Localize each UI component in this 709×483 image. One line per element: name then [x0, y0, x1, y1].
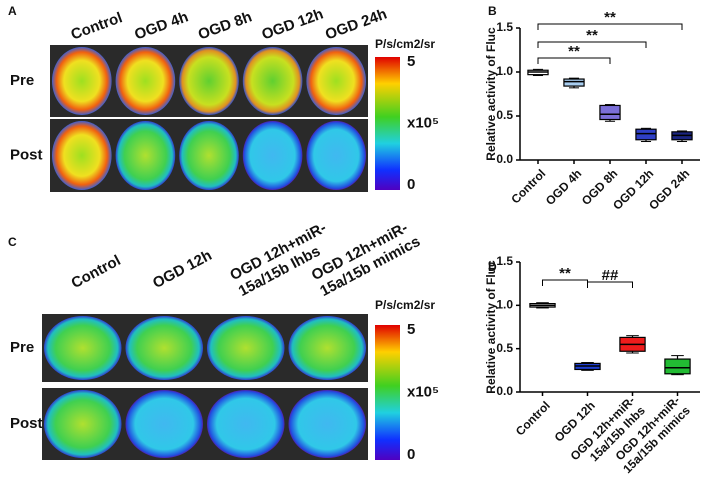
significance-bracket: [537, 41, 647, 48]
colorbar: [375, 325, 400, 460]
colorbar-min: 0: [407, 176, 415, 193]
well: [44, 390, 122, 458]
y-axis-label: Relative activity of Fluc: [484, 27, 498, 161]
row-label: Post: [10, 146, 43, 163]
well: [306, 121, 367, 190]
y-tick-label: 1.5: [496, 20, 513, 34]
colorbar-max: 5: [407, 321, 415, 338]
box: [563, 78, 585, 87]
x-tick-label: Control: [508, 166, 548, 206]
significance-bracket: [587, 281, 633, 288]
colorbar-min: 0: [407, 446, 415, 463]
box: [635, 128, 657, 141]
significance-label: **: [604, 9, 616, 26]
well: [207, 316, 285, 380]
well: [52, 47, 112, 115]
well: [179, 47, 239, 115]
panel-label: A: [8, 4, 17, 18]
significance-bracket: [537, 23, 683, 30]
column-label: OGD 4h: [132, 8, 190, 43]
well: [242, 121, 303, 190]
well: [288, 316, 366, 380]
x-tick-label: Control: [513, 398, 553, 438]
row-label: Pre: [10, 339, 34, 356]
y-tick-label: 1.0: [496, 298, 513, 312]
row-label: Post: [10, 415, 43, 432]
well: [115, 121, 176, 190]
significance-label: ##: [602, 267, 619, 284]
well: [306, 47, 367, 115]
well: [125, 390, 203, 458]
y-axis-label: Relative activity of Fluc: [484, 260, 498, 394]
well: [179, 121, 239, 190]
significance-label: **: [559, 265, 571, 282]
y-tick-label: 1.5: [496, 254, 513, 268]
colorbar-scale: x10⁵: [407, 114, 439, 131]
panel-label: D: [488, 260, 497, 274]
colorbar-unit: P/s/cm2/sr: [375, 37, 435, 51]
well: [242, 47, 303, 115]
y-tick-label: 1.0: [496, 64, 513, 78]
y-tick-label: 0.0: [496, 152, 513, 166]
colorbar-max: 5: [407, 53, 415, 70]
well: [115, 47, 176, 115]
panel-label: B: [488, 4, 497, 18]
well: [44, 316, 122, 380]
row-label: Pre: [10, 72, 34, 89]
box: [599, 104, 621, 121]
panel-label: C: [8, 235, 17, 249]
column-label: OGD 12h: [260, 6, 326, 44]
x-tick-label: OGD 4h: [543, 166, 584, 207]
significance-bracket: [537, 57, 611, 64]
y-tick-label: 0.5: [496, 108, 513, 122]
colorbar-unit: P/s/cm2/sr: [375, 298, 435, 312]
column-label: OGD 12h: [150, 247, 215, 292]
well: [288, 390, 366, 458]
column-label: Control: [69, 252, 124, 292]
column-label: OGD 8h: [196, 8, 254, 43]
well: [125, 316, 203, 380]
column-label: Control: [69, 9, 125, 43]
significance-label: **: [568, 43, 580, 60]
box: [664, 358, 691, 375]
y-tick-label: 0.0: [496, 384, 513, 398]
y-tick-label: 0.5: [496, 341, 513, 355]
colorbar: [375, 57, 400, 190]
well: [52, 121, 112, 190]
well: [207, 390, 285, 458]
significance-label: **: [586, 27, 598, 44]
colorbar-scale: x10⁵: [407, 383, 439, 400]
